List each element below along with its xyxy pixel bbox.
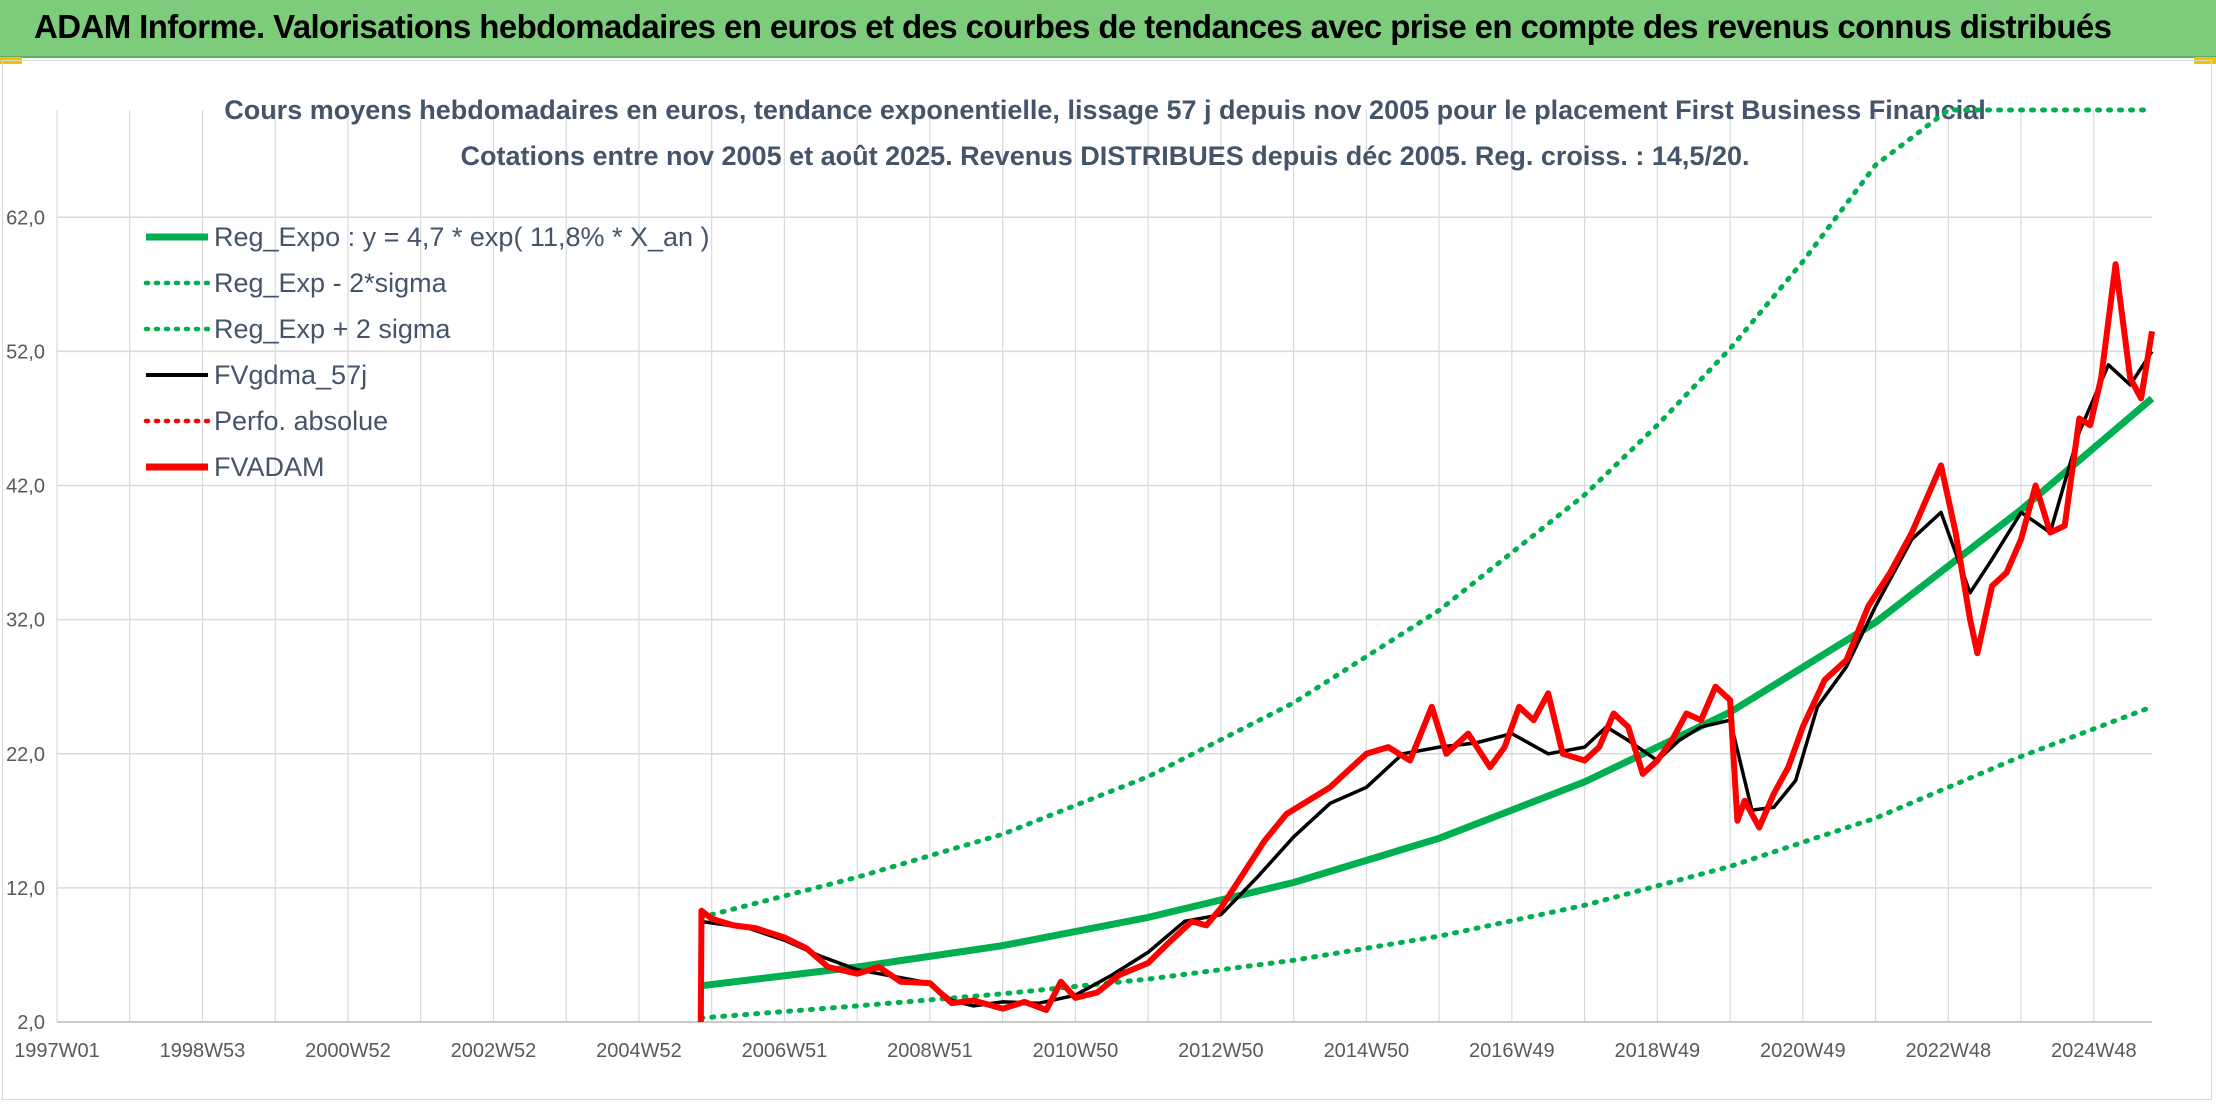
series-line-3: [700, 350, 2154, 1008]
series-line-0: [700, 395, 2155, 990]
x-tick-label: 2000W52: [305, 1040, 391, 1062]
x-tick-label: 2018W49: [1615, 1040, 1701, 1062]
y-tick-label: 52,0: [6, 341, 45, 363]
chart-title: Cours moyens hebdomadaires en euros, ten…: [224, 95, 1986, 171]
x-tick-label: 2006W51: [742, 1040, 828, 1062]
x-tick-label: 1998W53: [160, 1040, 246, 1062]
y-tick-label: 62,0: [6, 207, 45, 229]
page-title: ADAM Informe. Valorisations hebdomadaire…: [34, 8, 2112, 45]
legend-label: Reg_Expo : y = 4,7 * exp( 11,8% * X_an ): [214, 222, 710, 252]
y-tick-label: 22,0: [6, 744, 45, 766]
legend-label: Reg_Exp - 2*sigma: [214, 268, 448, 298]
y-axis: 2,0 12,0 22,0 32,0 42,0 52,0 62,0: [6, 207, 45, 1034]
x-tick-label: 2022W48: [1906, 1040, 1992, 1062]
chart-series: [697, 107, 2155, 1023]
x-tick-label: 2008W51: [887, 1040, 973, 1062]
chart-legend: Reg_Expo : y = 4,7 * exp( 11,8% * X_an )…: [143, 222, 710, 482]
x-tick-label: 2024W48: [2051, 1040, 2137, 1062]
series-line-4: [697, 261, 2155, 1023]
legend-label: FVgdma_57j: [214, 360, 367, 390]
x-tick-label: 2010W50: [1033, 1040, 1119, 1062]
y-tick-label: 32,0: [6, 610, 45, 632]
chart-frame: [2, 60, 2212, 1100]
y-tick-label: 2,0: [17, 1012, 45, 1034]
series-line-1: [698, 704, 2155, 1021]
y-tick-label: 12,0: [6, 878, 45, 900]
chart-title-line: Cours moyens hebdomadaires en euros, ten…: [224, 95, 1986, 125]
legend-label: FVADAM: [214, 452, 325, 482]
x-tick-label: 1997W01: [14, 1040, 100, 1062]
legend-label: Reg_Exp + 2 sigma: [214, 314, 451, 344]
series-line-2: [698, 107, 2155, 920]
x-tick-label: 2012W50: [1178, 1040, 1264, 1062]
y-tick-label: 42,0: [6, 476, 45, 498]
x-tick-label: 2014W50: [1324, 1040, 1410, 1062]
x-tick-label: 2020W49: [1760, 1040, 1846, 1062]
chart-title-line: Cotations entre nov 2005 et août 2025. R…: [461, 141, 1750, 171]
legend-label: Perfo. absolue: [214, 406, 388, 436]
x-axis: 1997W01 1998W53 2000W52 2002W52 2004W52 2006W…: [14, 1040, 2136, 1062]
header-banner: ADAM Informe. Valorisations hebdomadaire…: [0, 0, 2216, 58]
x-tick-label: 2016W49: [1469, 1040, 1555, 1062]
x-tick-label: 2004W52: [596, 1040, 682, 1062]
x-tick-label: 2002W52: [451, 1040, 537, 1062]
